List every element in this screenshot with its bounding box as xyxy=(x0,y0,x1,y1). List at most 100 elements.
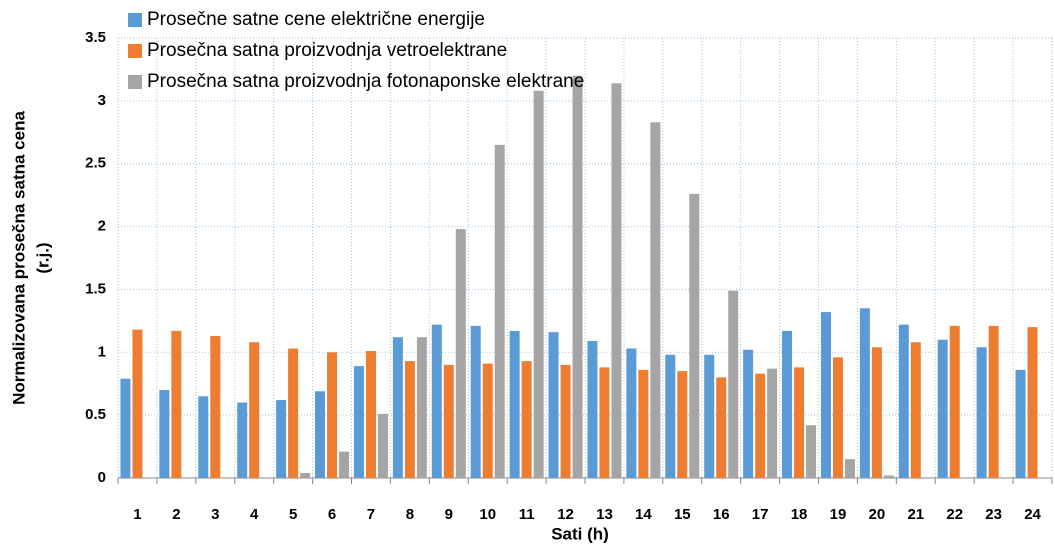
bar xyxy=(704,354,715,478)
bar xyxy=(392,337,403,478)
x-tick-label: 18 xyxy=(791,506,808,523)
bar xyxy=(353,366,364,478)
bar xyxy=(820,312,831,478)
bar xyxy=(1015,369,1026,478)
x-tick-label: 8 xyxy=(406,506,414,523)
bar xyxy=(665,354,676,478)
y-tick-label: 0.5 xyxy=(85,406,106,423)
bar xyxy=(898,324,909,478)
x-tick-label: 20 xyxy=(869,506,886,523)
legend-label: Prosečne satne cene električne energije xyxy=(147,9,485,30)
bar xyxy=(949,325,960,478)
legend-label: Prosečna satna proizvodnja fotonaponske … xyxy=(147,71,584,92)
bar xyxy=(844,459,855,478)
x-tick-label: 15 xyxy=(674,506,691,523)
x-tick-label: 21 xyxy=(907,506,924,523)
bar xyxy=(249,342,260,478)
bar xyxy=(755,373,766,478)
bar xyxy=(689,193,700,478)
x-tick-label: 3 xyxy=(211,506,219,523)
bar xyxy=(743,349,754,478)
bar xyxy=(482,363,493,478)
y-tick-label: 3.5 xyxy=(85,29,106,46)
bar xyxy=(611,83,622,478)
bar xyxy=(431,324,442,478)
bar xyxy=(871,347,882,478)
legend-swatch xyxy=(128,75,142,89)
legend-label: Prosečna satna proizvodnja vetroelektran… xyxy=(147,40,507,61)
bar xyxy=(470,325,481,478)
bar xyxy=(910,342,921,478)
bar xyxy=(237,402,248,478)
y-tick-label: 2 xyxy=(98,218,106,235)
bar xyxy=(159,390,170,478)
y-tick-label: 3 xyxy=(98,92,106,109)
bar xyxy=(782,330,793,478)
bar xyxy=(327,352,338,478)
x-tick-label: 23 xyxy=(985,506,1002,523)
x-tick-label: 19 xyxy=(830,506,847,523)
bar xyxy=(599,367,610,478)
x-tick-label: 7 xyxy=(367,506,375,523)
bar xyxy=(455,229,466,478)
bar xyxy=(120,378,131,478)
bar xyxy=(883,475,894,478)
y-tick-label: 2.5 xyxy=(85,155,106,172)
y-tick-label: 1 xyxy=(98,343,106,360)
bar xyxy=(416,337,427,478)
bar xyxy=(443,364,454,478)
bar xyxy=(650,122,661,478)
x-tick-label: 13 xyxy=(596,506,613,523)
legend-swatch xyxy=(128,44,142,58)
x-tick-label: 6 xyxy=(328,506,336,523)
bar xyxy=(572,75,583,478)
bar xyxy=(365,351,376,478)
bar xyxy=(198,396,209,478)
bar xyxy=(716,377,727,478)
bar xyxy=(533,90,544,479)
x-tick-label: 24 xyxy=(1024,506,1041,523)
x-tick-label: 11 xyxy=(519,506,535,523)
bar xyxy=(339,451,350,478)
bar xyxy=(132,329,143,478)
x-tick-label: 10 xyxy=(479,506,496,523)
bar xyxy=(859,308,870,478)
bar xyxy=(794,367,805,478)
bar xyxy=(276,400,287,478)
x-tick-label: 12 xyxy=(557,506,574,523)
x-tick-label: 16 xyxy=(713,506,730,523)
bar xyxy=(210,335,221,478)
bar xyxy=(288,348,299,478)
y-axis-label: (r.j.) xyxy=(33,242,52,273)
y-tick-label: 0 xyxy=(98,469,106,486)
x-tick-label: 17 xyxy=(752,506,769,523)
bar xyxy=(1027,327,1038,478)
bar xyxy=(494,144,505,478)
bar xyxy=(988,325,999,478)
bar xyxy=(937,339,948,478)
bar xyxy=(315,391,326,478)
x-tick-label: 5 xyxy=(289,506,297,523)
legend-swatch xyxy=(128,13,142,27)
bar xyxy=(976,347,987,478)
x-axis-label: Sati (h) xyxy=(551,524,609,543)
x-tick-label: 22 xyxy=(946,506,963,523)
bar xyxy=(767,368,778,478)
bar xyxy=(404,361,415,478)
bar xyxy=(171,330,182,478)
bar xyxy=(626,348,637,478)
x-tick-label: 14 xyxy=(635,506,652,523)
x-tick-label: 1 xyxy=(133,506,141,523)
x-tick-label: 9 xyxy=(445,506,453,523)
bar xyxy=(548,332,559,478)
bar xyxy=(638,369,649,478)
y-axis-label: Normalizovana prosečna satna cena xyxy=(9,111,28,405)
bar xyxy=(300,472,311,478)
bar xyxy=(377,413,388,478)
x-tick-label: 2 xyxy=(172,506,180,523)
bar xyxy=(587,340,598,478)
bar xyxy=(728,290,739,478)
y-tick-label: 1.5 xyxy=(85,280,106,297)
bar xyxy=(521,361,532,478)
